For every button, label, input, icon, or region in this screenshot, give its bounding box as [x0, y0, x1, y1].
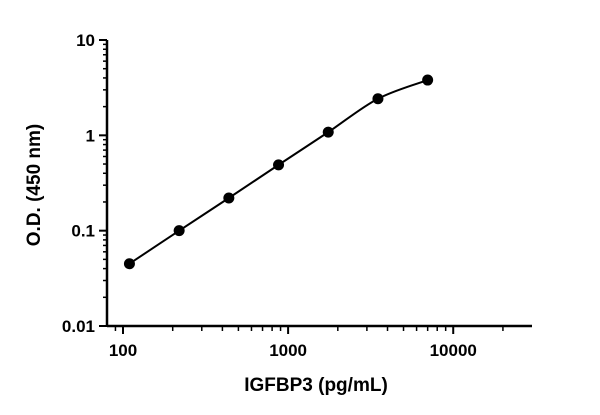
data-points [123, 74, 434, 270]
ticks [99, 39, 504, 334]
data-point [372, 93, 384, 105]
data-point [223, 192, 235, 204]
y-tick-label: 0.01 [62, 317, 95, 336]
tick-labels: 0.01 0.1 1 10 100 1000 10000 [62, 31, 477, 360]
x-tick-label: 100 [109, 341, 137, 360]
y-tick-label: 0.1 [71, 222, 95, 241]
data-point [173, 225, 185, 237]
x-axis-title: IGFBP3 (pg/mL) [244, 375, 388, 396]
data-point [422, 74, 434, 86]
y-tick-label: 1 [86, 126, 95, 145]
data-point [273, 159, 285, 171]
y-axis-title: O.D. (450 nm) [24, 124, 45, 246]
x-tick-label: 10000 [430, 341, 477, 360]
x-tick-label: 1000 [269, 341, 307, 360]
y-tick-label: 10 [76, 31, 95, 50]
axes [105, 40, 532, 328]
data-point [123, 258, 135, 270]
data-point [322, 126, 334, 138]
fit-curve [128, 79, 428, 265]
